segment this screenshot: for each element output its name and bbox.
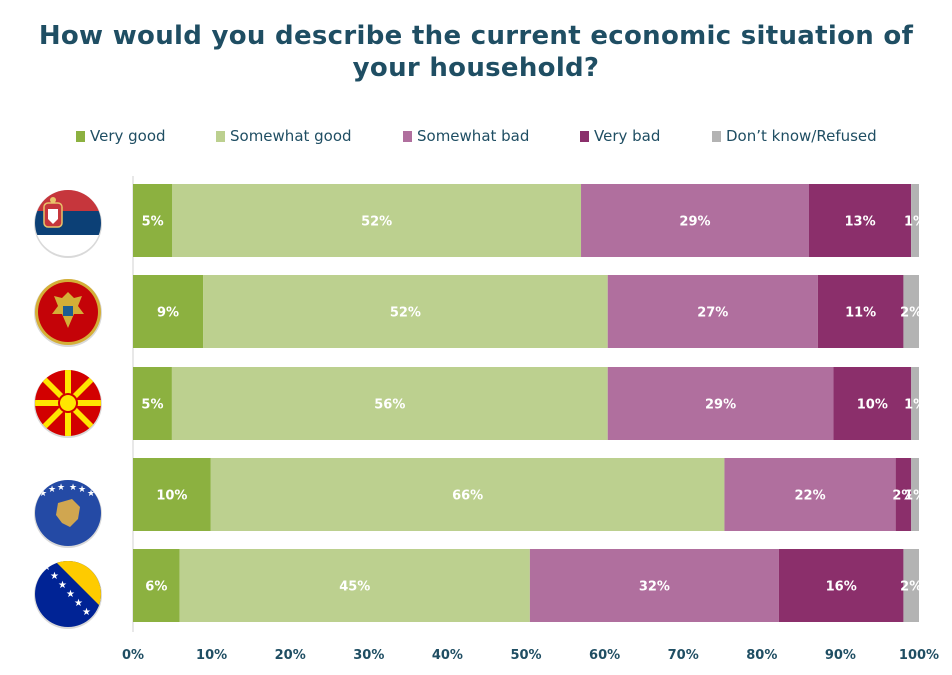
x-tick-label: 60% [589,648,620,663]
x-tick-label: 90% [825,648,856,663]
bar-segment-very-bad-row-4 [895,458,912,531]
bar-segment-somewhat-good-row-5 [179,549,530,622]
legend-item-dont-know: Don’t know/Refused [712,127,877,145]
legend-label-very-bad: Very bad [594,127,661,145]
bar-segment-somewhat-bad-row-2 [607,275,818,348]
bar-segment-dont-know-row-5 [903,549,919,622]
data-label-somewhat-good-row-4: 66% [452,489,483,504]
data-label-dont-know-row-5: 2% [900,580,922,595]
legend-item-somewhat-bad: Somewhat bad [403,127,529,145]
data-label-dont-know-row-4: 1% [904,489,926,504]
kosovo-flag-icon: ★ ★ ★ ★ ★ ★ [34,480,102,548]
legend-label-very-good: Very good [90,127,166,145]
svg-text:★: ★ [50,571,59,582]
data-label-somewhat-good-row-1: 52% [361,215,392,230]
svg-text:★: ★ [87,489,95,499]
data-label-very-good-row-1: 5% [142,215,164,230]
bar-segment-very-good-row-2 [133,275,204,348]
bar-segment-very-bad-row-3 [833,367,912,440]
legend-swatch-somewhat-good [216,130,225,142]
bar-segment-very-bad-row-2 [817,275,904,348]
bar-segment-very-good-row-3 [133,367,172,440]
data-label-very-good-row-3: 5% [141,398,163,413]
legend-label-somewhat-bad: Somewhat bad [417,127,530,145]
svg-text:★: ★ [82,607,91,618]
data-label-somewhat-bad-row-3: 29% [705,398,736,413]
bar-segment-somewhat-bad-row-5 [529,549,779,622]
legend-swatch-dont-know [712,130,721,142]
svg-text:★: ★ [48,485,56,495]
x-tick-label: 20% [275,648,306,663]
data-label-somewhat-good-row-3: 56% [374,398,405,413]
bar-segment-somewhat-bad-row-4 [724,458,896,531]
bar-segment-somewhat-bad-row-1 [581,184,809,257]
bar-segment-very-good-row-5 [133,549,180,622]
svg-text:★: ★ [66,589,75,600]
legend: Very good Somewhat good Somewhat bad Ver… [0,127,952,147]
bar-segment-somewhat-bad-row-3 [607,367,834,440]
data-label-dont-know-row-2: 2% [900,306,922,321]
x-tick-label: 0% [122,648,144,663]
serbia-flag-icon [34,190,102,258]
svg-text:★: ★ [57,483,65,493]
legend-swatch-very-good [76,130,85,142]
bar-segment-very-good-row-1 [133,184,173,257]
legend-swatch-very-bad [580,130,589,142]
bar-segment-somewhat-good-row-2 [203,275,608,348]
bar-segment-very-good-row-4 [133,458,211,531]
data-label-very-bad-row-2: 11% [845,306,876,321]
bosnia-herzegovina-flag-icon: ★★★ ★★★ ★ [34,561,102,629]
bar-segment-somewhat-good-row-3 [171,367,608,440]
data-label-dont-know-row-3: 1% [904,398,926,413]
bar-segment-dont-know-row-3 [911,367,919,440]
bar-segment-dont-know-row-4 [911,458,919,531]
data-label-somewhat-bad-row-2: 27% [697,306,728,321]
legend-label-somewhat-good: Somewhat good [230,127,352,145]
x-tick-label: 50% [510,648,541,663]
legend-swatch-somewhat-bad [403,130,412,142]
data-label-somewhat-good-row-2: 52% [390,306,421,321]
legend-item-very-bad: Very bad [580,127,660,145]
data-label-very-bad-row-4: 2% [892,489,914,504]
bar-segment-somewhat-good-row-4 [210,458,725,531]
svg-text:★: ★ [58,580,67,591]
legend-item-somewhat-good: Somewhat good [216,127,352,145]
x-tick-label: 30% [353,648,384,663]
legend-item-very-good: Very good [76,127,166,145]
x-tick-label: 10% [196,648,227,663]
svg-text:★: ★ [69,483,77,493]
svg-text:★: ★ [39,489,47,499]
montenegro-flag-icon [34,279,102,347]
svg-text:★: ★ [74,598,83,609]
bar-segment-somewhat-good-row-1 [172,184,582,257]
data-label-dont-know-row-1: 1% [904,215,926,230]
data-label-very-good-row-5: 6% [145,580,167,595]
bar-segment-dont-know-row-2 [903,275,919,348]
data-label-very-good-row-2: 9% [157,306,179,321]
north-macedonia-flag-icon [34,370,102,438]
legend-label-dont-know: Don’t know/Refused [726,127,877,145]
x-tick-label: 100% [899,648,939,663]
data-label-somewhat-bad-row-1: 29% [679,215,710,230]
bar-segment-dont-know-row-1 [911,184,919,257]
x-tick-label: 40% [432,648,463,663]
data-label-very-bad-row-5: 16% [826,580,857,595]
bar-segment-very-bad-row-1 [808,184,912,257]
chart-title: How would you describe the current econo… [38,21,914,83]
data-label-very-bad-row-3: 10% [857,398,888,413]
data-label-somewhat-good-row-5: 45% [339,580,370,595]
x-tick-label: 80% [746,648,777,663]
data-label-very-good-row-4: 10% [156,489,187,504]
bar-segment-very-bad-row-5 [778,549,904,622]
data-label-somewhat-bad-row-4: 22% [794,489,825,504]
x-tick-label: 70% [668,648,699,663]
data-label-very-bad-row-1: 13% [844,215,875,230]
data-label-somewhat-bad-row-5: 32% [639,580,670,595]
svg-text:★: ★ [78,485,86,495]
